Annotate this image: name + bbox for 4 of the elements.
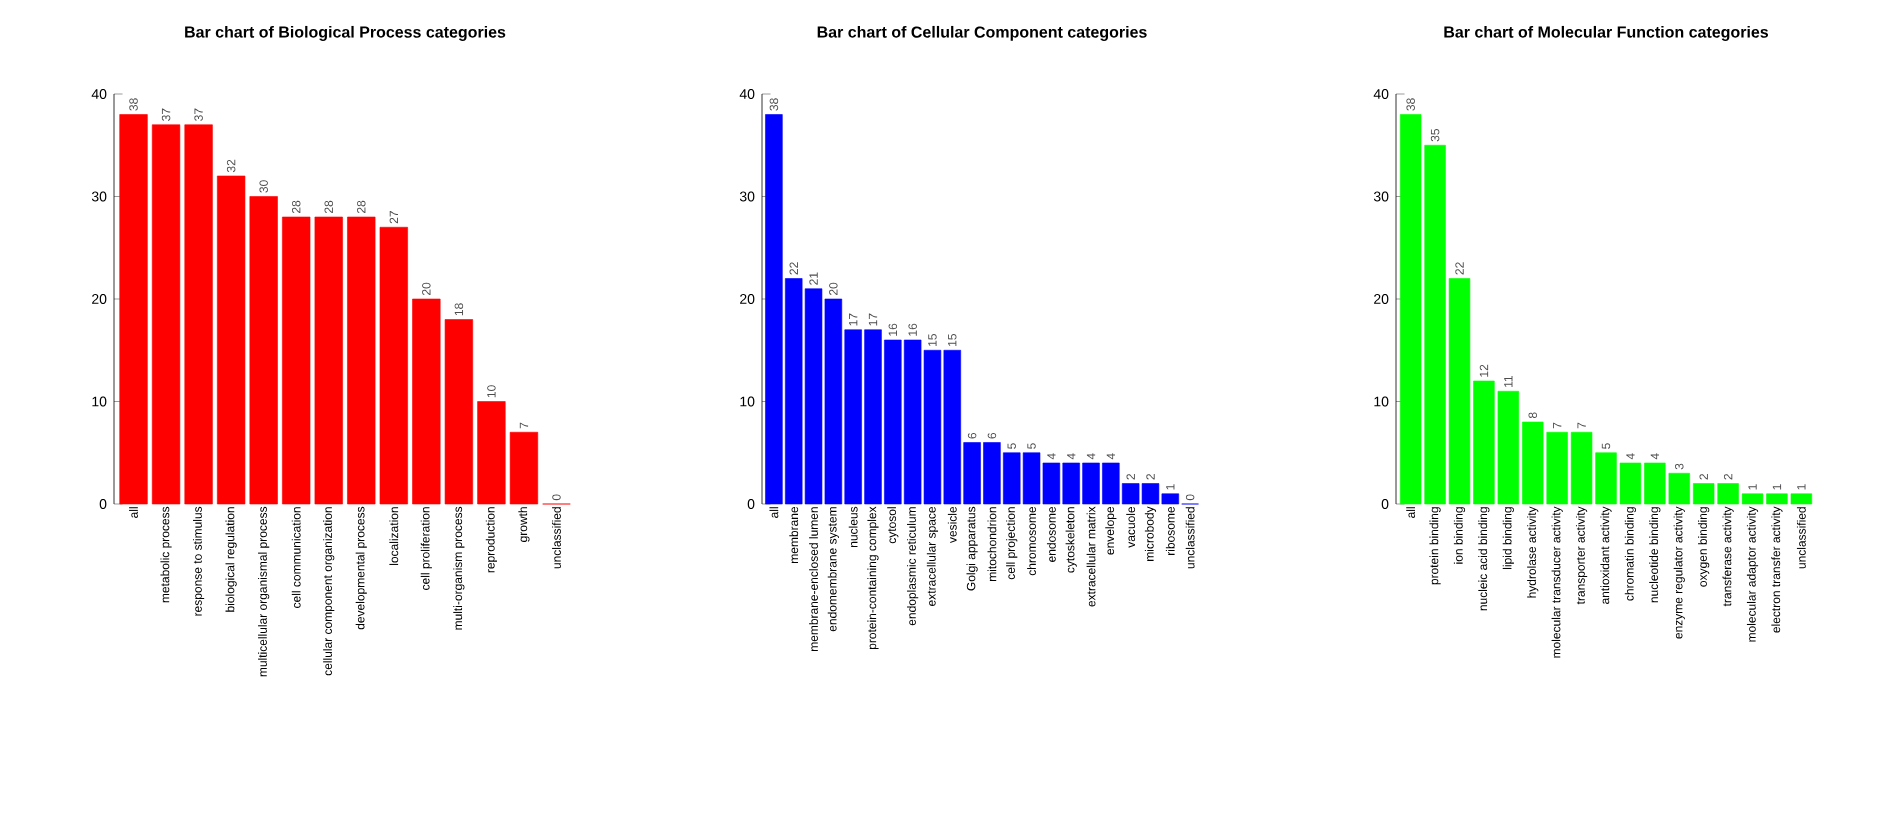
chart-title: Bar chart of Biological Process categories — [185, 25, 506, 41]
bar — [119, 114, 148, 505]
chart-title: Bar chart of Cellular Component categories — [817, 25, 1147, 41]
chart-title: Bar chart of Molecular Function categories — [1444, 25, 1769, 41]
